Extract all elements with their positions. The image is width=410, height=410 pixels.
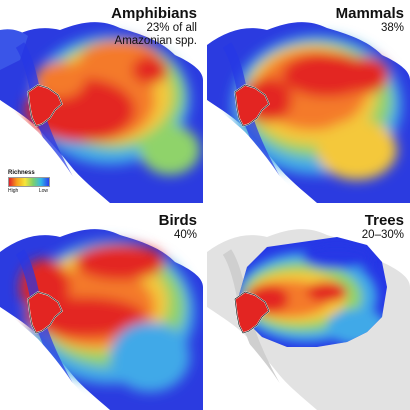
legend-title: Richness — [8, 170, 35, 176]
panel-title: Birds — [158, 212, 197, 229]
legend-high-label: High — [8, 188, 19, 194]
birds-label: Birds 40% — [159, 212, 197, 242]
panel-title: Trees — [364, 212, 404, 229]
panel-title: Amphibians — [111, 5, 197, 22]
mammals-map-panel: Mammals 38% — [207, 0, 410, 203]
trees-richness-map — [207, 207, 410, 410]
trees-label: Trees 20–30% — [362, 212, 404, 242]
birds-richness-map — [0, 207, 203, 410]
panel-subtitle: 23% of all — [146, 22, 197, 35]
panel-subtitle-line2: Amazonian spp. — [114, 35, 197, 48]
mammals-richness-map — [207, 0, 410, 203]
panel-subtitle: 20–30% — [361, 229, 404, 242]
legend-color-bar — [8, 177, 50, 187]
birds-map-panel: Birds 40% — [0, 207, 203, 410]
amphibians-map-panel: Amphibians 23% of all Amazonian spp. Ric… — [0, 0, 203, 203]
trees-map-panel: Trees 20–30% — [207, 207, 410, 410]
amphibians-label: Amphibians 23% of all Amazonian spp. — [111, 5, 197, 49]
panel-title: Mammals — [335, 5, 404, 22]
mammals-label: Mammals 38% — [336, 5, 404, 35]
richness-legend: Richness High Low — [8, 170, 50, 194]
legend-low-label: Low — [38, 188, 48, 194]
panel-subtitle: 40% — [173, 229, 197, 242]
panel-subtitle: 38% — [380, 22, 404, 35]
amphibians-richness-map — [0, 0, 203, 203]
